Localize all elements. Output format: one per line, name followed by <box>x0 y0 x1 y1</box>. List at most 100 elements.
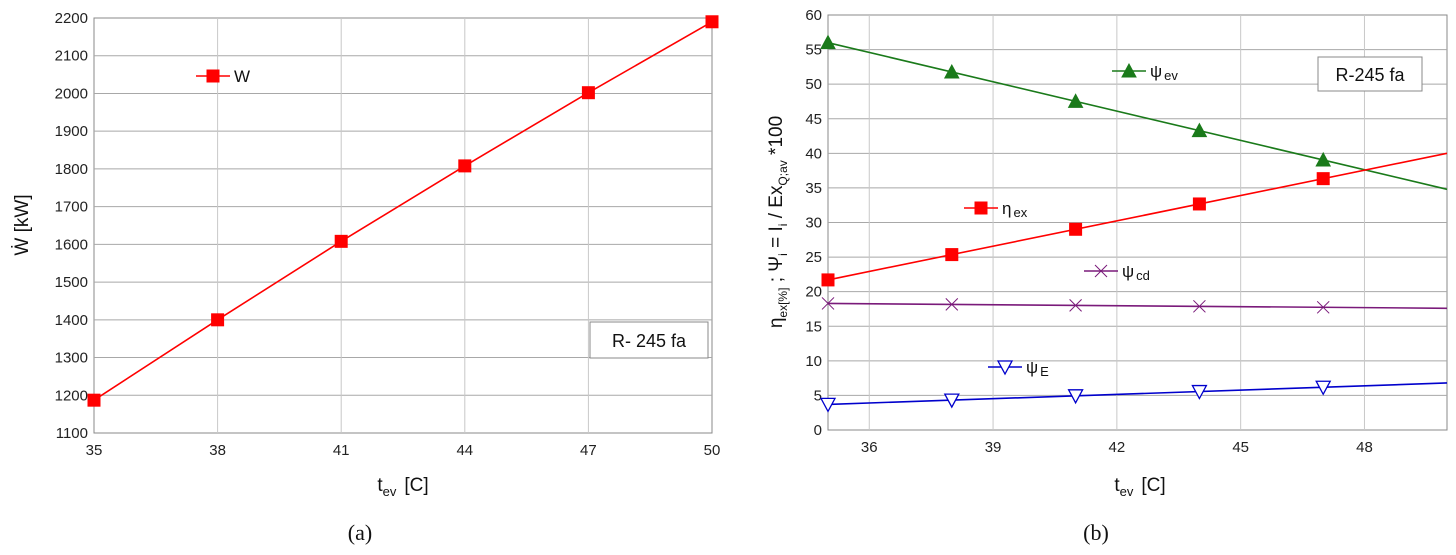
legend-marker-ψcd <box>1094 264 1108 278</box>
y-tick-label: 1500 <box>55 274 88 291</box>
panel-caption-a: (a) <box>348 520 372 545</box>
x-axis-label-b: tev [C] <box>1114 475 1165 499</box>
x-axis-label-a-sub: ev <box>383 484 397 499</box>
series-group-b <box>819 34 1448 413</box>
x-axis-label-b-unit: [C] <box>1141 475 1165 496</box>
legend-label-main: ψ <box>1122 262 1134 281</box>
legend-label-main: η <box>1002 199 1011 218</box>
x-tick-label: 36 <box>861 439 878 456</box>
y-tick-label: 2000 <box>55 85 88 102</box>
y-label-b-sub4: Q;av <box>776 160 790 185</box>
series-line-ψev <box>827 41 1448 191</box>
legend-marker-ψev <box>1121 62 1137 78</box>
legend-entry-ψcd: ψ cd <box>1084 262 1150 283</box>
legend-entry-W: W <box>196 67 250 86</box>
y-tick-label: 30 <box>805 215 822 232</box>
y-tick-labels-a: 1100 1200 1300 1400 1500 1600 1700 1800 1900 2000… <box>55 10 88 442</box>
legend-marker-ηex <box>974 201 988 215</box>
data-point-ηex <box>1192 197 1206 211</box>
data-point-W <box>705 15 719 29</box>
x-tick-label: 47 <box>580 442 597 459</box>
legend-label-main: ψ <box>1026 358 1038 377</box>
x-tick-label: 44 <box>456 442 473 459</box>
y-tick-label: 2100 <box>55 48 88 65</box>
data-point-ψcd <box>1069 299 1082 312</box>
x-axis-label-b-sub: ev <box>1120 484 1134 499</box>
data-point-ψE <box>943 393 960 409</box>
legend-label-sub: ex <box>1013 205 1027 220</box>
series-ψE <box>819 380 1448 413</box>
legend-label-main: ψ <box>1150 62 1162 81</box>
y-tick-label: 1300 <box>55 350 88 367</box>
data-point-ψev <box>820 34 836 50</box>
annotation-box-b <box>1317 56 1423 92</box>
legend-entry-ψev: ψ ev <box>1112 62 1178 83</box>
data-point-W <box>211 313 225 327</box>
y-label-b-mid3: / Ex <box>766 185 787 224</box>
data-point-ψcd <box>1316 300 1330 314</box>
y-label-b-mid: ; Ψ <box>766 256 787 288</box>
series-group-a <box>87 15 719 407</box>
legend-label-sub: ev <box>1164 68 1178 83</box>
x-axis-label-a-main: t <box>377 475 383 496</box>
y-label-b-mid2: = I <box>766 226 787 253</box>
y-tick-label: 55 <box>805 42 822 59</box>
x-tick-labels-b: 36 39 42 45 48 <box>861 439 1373 456</box>
y-tick-label: 40 <box>805 145 822 162</box>
x-tick-label: 38 <box>209 442 226 459</box>
data-point-ηex <box>1069 222 1083 236</box>
series-W <box>87 15 719 407</box>
data-point-ψev <box>943 63 960 79</box>
legend-marker-W <box>206 69 220 83</box>
x-tick-label: 42 <box>1109 439 1126 456</box>
x-axis-label-b-main: t <box>1114 475 1120 496</box>
y-tick-label: 15 <box>805 318 822 335</box>
series-line-ψcd <box>827 302 1448 310</box>
y-label-b-tail: *100 <box>766 116 787 160</box>
y-tick-label: 1700 <box>55 199 88 216</box>
y-tick-label: 1100 <box>56 425 88 442</box>
legend-marker-ψE <box>996 360 1014 376</box>
data-point-ηex <box>821 273 835 287</box>
x-axis-label-a: tev [C] <box>377 475 428 499</box>
y-tick-label: 5 <box>814 387 822 404</box>
legend-label-ηex: η ex <box>1002 199 1028 220</box>
x-tick-label: 35 <box>86 442 103 459</box>
data-point-ψcd <box>1193 299 1206 313</box>
data-point-ψev <box>1191 122 1208 138</box>
data-point-ψev <box>1315 151 1332 167</box>
data-point-ηex <box>945 248 959 262</box>
series-line-ψE <box>827 382 1448 406</box>
x-tick-label: 45 <box>1232 439 1249 456</box>
y-tick-label: 0 <box>814 422 822 439</box>
legend-label-W: W <box>234 67 250 86</box>
y-tick-label: 1600 <box>55 236 88 253</box>
legend-label-ψcd: ψ cd <box>1122 262 1150 283</box>
data-point-ψev <box>1067 93 1084 108</box>
y-label-b-sub1: ex[%] <box>776 288 790 318</box>
annotation-box-a <box>589 321 709 359</box>
y-tick-labels-b: 0 5 10 15 20 25 30 35 40 45 50 55 60 <box>805 7 822 439</box>
legend-entry-ηex: η ex <box>964 199 1028 220</box>
x-tick-label: 50 <box>704 442 721 459</box>
legend-label-sub: E <box>1040 364 1049 379</box>
annotation-a: R- 245 fa <box>612 331 687 351</box>
x-tick-label: 41 <box>333 442 350 459</box>
y-label-b-sub3: i <box>776 224 790 227</box>
y-axis-label-b: ηex[%] ; Ψi = Ii / ExQ;av *100 <box>766 116 790 328</box>
data-point-W <box>87 393 101 407</box>
panel-a: 1100 1200 1300 1400 1500 1600 1700 1800 1900 2000… <box>12 10 720 545</box>
legend-label-ψev: ψ ev <box>1150 62 1178 83</box>
y-tick-label: 1900 <box>55 123 88 140</box>
y-tick-label: 50 <box>805 76 822 93</box>
x-tick-labels-a: 35 38 41 44 47 50 <box>86 442 721 459</box>
legend-a: W <box>196 67 250 86</box>
gridlines-a <box>94 18 712 433</box>
data-point-ψE <box>1191 384 1208 400</box>
y-tick-label: 35 <box>805 180 822 197</box>
data-point-ψcd <box>821 297 835 310</box>
